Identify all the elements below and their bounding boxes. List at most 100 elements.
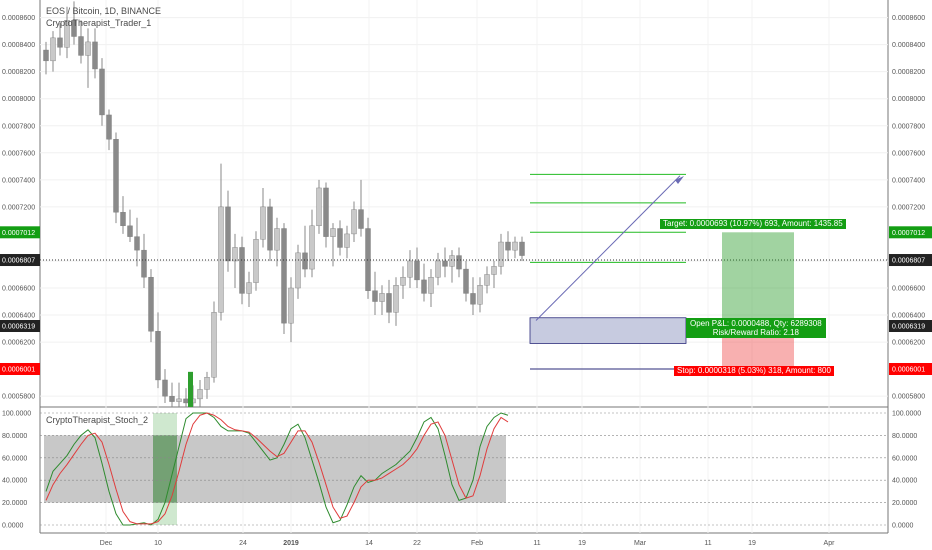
candle-body <box>197 389 203 400</box>
candle-body <box>435 260 441 278</box>
candle-body <box>316 187 322 227</box>
candle-body <box>330 228 336 237</box>
candle-body <box>85 41 91 56</box>
candle-body <box>519 241 525 256</box>
stoch-tick-left: 0.0000 <box>2 523 24 530</box>
candle-body <box>106 114 112 140</box>
current-price-tag-right-bg <box>889 254 932 267</box>
candle-body <box>344 233 350 248</box>
candle-body <box>393 285 399 313</box>
price-tick-left: 0.0006600 <box>2 286 35 293</box>
candle-body <box>323 187 329 237</box>
candle-body <box>470 293 476 305</box>
stoch-tick-left: 80.0000 <box>2 433 27 440</box>
candle-body <box>512 241 518 251</box>
entry-zone <box>529 317 687 344</box>
time-axis-label: Feb <box>471 540 483 547</box>
candle-body <box>498 241 504 267</box>
price-tick-right: 0.0008000 <box>892 96 925 103</box>
candle-body <box>127 225 133 237</box>
candle-body <box>232 247 238 262</box>
stoch-tick-left: 60.0000 <box>2 455 27 462</box>
candle-body <box>169 395 175 402</box>
price-tick-left: 0.0005800 <box>2 394 35 401</box>
candle-body <box>400 276 406 286</box>
candle-body <box>442 260 448 267</box>
price-tick-right: 0.0007800 <box>892 123 925 130</box>
risk-reward-label: Risk/Reward Ratio: 2.18 <box>712 328 799 337</box>
open-pnl-label: Open P&L: 0.0000488, Qty: 6289308 <box>690 319 822 328</box>
time-axis-label: 19 <box>748 540 756 547</box>
target-label: Target: 0.0000693 (10.97%) 693, Amount: … <box>660 219 846 229</box>
candle-body <box>162 379 168 397</box>
author-name: CryptoTherapist_Trader_1 <box>46 18 152 28</box>
projection-arrow <box>535 175 681 321</box>
stop-price-tag-right-bg <box>889 363 932 376</box>
projection-arrowhead <box>675 176 684 184</box>
candle-body <box>414 260 420 281</box>
stoch-tick-left: 100.0000 <box>2 411 31 418</box>
stoch-tick-right: 100.0000 <box>892 411 921 418</box>
price-tick-right: 0.0007600 <box>892 150 925 157</box>
candle-body <box>239 247 245 294</box>
stop-price-tag-left-bg <box>0 363 40 376</box>
candle-body <box>183 398 189 404</box>
candle-body <box>246 282 252 294</box>
time-axis-label: 24 <box>239 540 247 547</box>
price-tick-right: 0.0008400 <box>892 42 925 49</box>
stoch-line-d <box>45 412 509 525</box>
price-tick-left: 0.0007200 <box>2 204 35 211</box>
stoch-band <box>44 435 506 503</box>
candle-body <box>253 239 259 283</box>
price-tick-right: 0.0008200 <box>892 69 925 76</box>
candle-body <box>57 37 63 48</box>
stop-price-tag-right: 0.0006001 <box>892 367 925 374</box>
candle-body <box>78 36 84 56</box>
current-price-tag-right: 0.0006807 <box>892 258 925 265</box>
entry-price-tag-right: 0.0006319 <box>892 324 925 331</box>
price-tick-right: 0.0006400 <box>892 313 925 320</box>
entry-price-tag-left: 0.0006319 <box>2 324 35 331</box>
stop-price-tag-left: 0.0006001 <box>2 367 35 374</box>
candle-body <box>204 377 210 390</box>
candle-body <box>148 276 154 332</box>
candle-body <box>295 252 301 289</box>
target-price-tag-right-bg <box>889 226 932 239</box>
entry-price-tag-left-bg <box>0 320 40 333</box>
candle-body <box>120 212 126 227</box>
candle-body <box>274 228 280 251</box>
candle-body <box>225 206 231 262</box>
time-axis-label: Mar <box>634 540 647 547</box>
time-axis-label: 19 <box>578 540 586 547</box>
time-axis-label: Apr <box>824 540 836 547</box>
stoch-tick-right: 20.0000 <box>892 500 917 507</box>
candle-body <box>176 398 182 402</box>
candle-body <box>288 287 294 324</box>
candle-body <box>281 228 287 324</box>
time-axis-label: 11 <box>704 540 711 547</box>
candle-body <box>43 49 49 62</box>
price-tick-right: 0.0006200 <box>892 340 925 347</box>
profit-zone <box>722 232 794 327</box>
candle-body <box>337 228 343 248</box>
candle-body <box>155 331 161 381</box>
candle-body <box>92 41 98 70</box>
candle-body <box>302 252 308 270</box>
price-tick-left: 0.0008600 <box>2 15 35 22</box>
price-tick-right: 0.0007400 <box>892 177 925 184</box>
candle-body <box>351 209 357 235</box>
price-tick-right: 0.0006600 <box>892 286 925 293</box>
stop-label: Stop: 0.0000318 (5.03%) 318, Amount: 800 <box>674 366 834 376</box>
target-price-tag-left-bg <box>0 226 40 239</box>
candle-body <box>267 206 273 251</box>
price-tick-left: 0.0006200 <box>2 340 35 347</box>
candle-body <box>407 260 413 278</box>
candle-body <box>428 276 434 294</box>
candle-body <box>421 279 427 294</box>
stoch-indicator-title: CryptoTherapist_Stoch_2 <box>46 415 149 425</box>
price-tick-right: 0.0007200 <box>892 204 925 211</box>
current-price-tag-left: 0.0006807 <box>2 258 35 265</box>
candle-body <box>449 255 455 267</box>
price-tick-left: 0.0008400 <box>2 42 35 49</box>
